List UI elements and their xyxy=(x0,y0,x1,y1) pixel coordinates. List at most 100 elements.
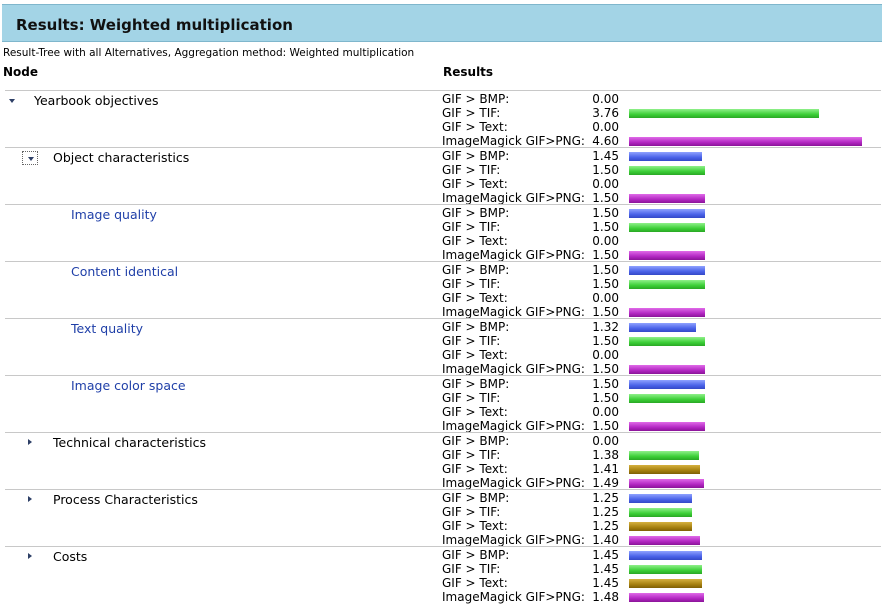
row-divider xyxy=(5,546,881,547)
result-bar xyxy=(629,365,705,374)
alternative-label: GIF > BMP: xyxy=(442,149,510,163)
result-value: 1.45 xyxy=(592,548,619,562)
alternative-label: GIF > TIF: xyxy=(442,106,501,120)
tree-node-row: Process Characteristics GIF > BMP: 1.25 GIF… xyxy=(0,489,884,547)
alternative-label: GIF > BMP: xyxy=(442,263,510,277)
row-divider xyxy=(5,318,881,319)
alternative-label: GIF > Text: xyxy=(442,576,508,590)
tree-node-row: Costs GIF > BMP: 1.45 GIF > TIF: 1.45 GIF > T… xyxy=(0,546,884,604)
result-value: 0.00 xyxy=(592,120,619,134)
tree-node-row: Text quality GIF > BMP: 1.32 GIF > TIF: 1.50… xyxy=(0,318,884,376)
result-row: GIF > BMP: 0.00 xyxy=(442,434,882,448)
result-value: 1.40 xyxy=(592,533,619,547)
collapse-toggle[interactable] xyxy=(4,94,20,108)
criterion-link[interactable]: Content identical xyxy=(71,264,179,279)
alternative-label: GIF > TIF: xyxy=(442,334,501,348)
alternative-label: ImageMagick GIF>PNG: xyxy=(442,476,585,490)
result-bar xyxy=(629,536,700,545)
result-bar xyxy=(629,451,699,460)
result-bar xyxy=(629,394,705,403)
expand-toggle[interactable] xyxy=(22,550,38,564)
result-value: 0.00 xyxy=(592,405,619,419)
result-value: 1.50 xyxy=(592,362,619,376)
row-divider xyxy=(5,432,881,433)
alternative-label: GIF > TIF: xyxy=(442,277,501,291)
result-row: ImageMagick GIF>PNG: 1.50 xyxy=(442,305,882,319)
result-row: GIF > TIF: 1.50 xyxy=(442,220,882,234)
row-divider xyxy=(5,90,881,91)
result-row: GIF > TIF: 1.45 xyxy=(442,562,882,576)
result-row: GIF > Text: 0.00 xyxy=(442,405,882,419)
results-column-header: Results xyxy=(443,65,494,79)
row-divider xyxy=(5,375,881,376)
expand-toggle[interactable] xyxy=(22,493,38,507)
alternative-label: GIF > TIF: xyxy=(442,163,501,177)
result-bar xyxy=(629,508,692,517)
row-divider xyxy=(5,147,881,148)
result-bar xyxy=(629,137,862,146)
results-header: Results: Weighted multiplication xyxy=(2,4,882,42)
expand-toggle[interactable] xyxy=(22,436,38,450)
tree-node-row: Yearbook objectives GIF > BMP: 0.00 GIF > T… xyxy=(0,90,884,148)
triangle-right-icon xyxy=(28,496,32,502)
alternative-label: ImageMagick GIF>PNG: xyxy=(442,362,585,376)
alternative-label: GIF > Text: xyxy=(442,462,508,476)
criterion-link[interactable]: Text quality xyxy=(71,321,144,336)
alternative-label: ImageMagick GIF>PNG: xyxy=(442,191,585,205)
result-value: 1.25 xyxy=(592,505,619,519)
alternative-label: ImageMagick GIF>PNG: xyxy=(442,590,585,604)
result-bar xyxy=(629,166,705,175)
result-value: 1.50 xyxy=(592,334,619,348)
triangle-down-icon xyxy=(28,157,34,161)
result-row: GIF > TIF: 1.38 xyxy=(442,448,882,462)
result-row: GIF > Text: 0.00 xyxy=(442,291,882,305)
result-row: GIF > TIF: 1.50 xyxy=(442,277,882,291)
tree-node-row: Content identical GIF > BMP: 1.50 GIF > TIF… xyxy=(0,261,884,319)
node-label: Process Characteristics xyxy=(53,492,198,507)
result-row: GIF > Text: 1.25 xyxy=(442,519,882,533)
result-row: GIF > Text: 0.00 xyxy=(442,348,882,362)
result-bar xyxy=(629,494,692,503)
result-tree-description: Result-Tree with all Alternatives, Aggre… xyxy=(3,47,415,59)
tree-node-row: Object characteristics GIF > BMP: 1.45 GIF … xyxy=(0,147,884,205)
alternative-label: ImageMagick GIF>PNG: xyxy=(442,134,585,148)
result-bar xyxy=(629,337,705,346)
alternative-label: GIF > BMP: xyxy=(442,548,510,562)
alternative-label: GIF > BMP: xyxy=(442,320,510,334)
criterion-link[interactable]: Image color space xyxy=(71,378,186,393)
result-value: 0.00 xyxy=(592,234,619,248)
result-value: 1.45 xyxy=(592,576,619,590)
result-row: GIF > Text: 0.00 xyxy=(442,177,882,191)
result-value: 1.50 xyxy=(592,163,619,177)
result-row: ImageMagick GIF>PNG: 1.50 xyxy=(442,419,882,433)
result-row: ImageMagick GIF>PNG: 1.50 xyxy=(442,362,882,376)
result-row: GIF > Text: 0.00 xyxy=(442,120,882,134)
result-value: 1.45 xyxy=(592,149,619,163)
alternative-label: GIF > BMP: xyxy=(442,491,510,505)
result-bar xyxy=(629,465,700,474)
node-label: Yearbook objectives xyxy=(34,93,159,108)
result-bar xyxy=(629,209,705,218)
result-value: 3.76 xyxy=(592,106,619,120)
node-label: Technical characteristics xyxy=(53,435,206,450)
collapse-toggle[interactable] xyxy=(22,151,38,165)
tree-node-row: Image quality GIF > BMP: 1.50 GIF > TIF: 1.5… xyxy=(0,204,884,262)
result-value: 4.60 xyxy=(592,134,619,148)
result-value: 1.50 xyxy=(592,305,619,319)
result-bar xyxy=(629,422,705,431)
row-divider xyxy=(5,489,881,490)
result-row: ImageMagick GIF>PNG: 1.48 xyxy=(442,590,882,604)
result-row: GIF > BMP: 1.50 xyxy=(442,377,882,391)
result-value: 1.50 xyxy=(592,419,619,433)
tree-node-row: Image color space GIF > BMP: 1.50 GIF > TIF… xyxy=(0,375,884,433)
alternative-label: GIF > TIF: xyxy=(442,505,501,519)
alternative-label: GIF > Text: xyxy=(442,405,508,419)
result-bar xyxy=(629,593,704,602)
result-row: GIF > BMP: 1.45 xyxy=(442,149,882,163)
triangle-right-icon xyxy=(28,439,32,445)
result-value: 1.25 xyxy=(592,519,619,533)
alternative-label: GIF > Text: xyxy=(442,120,508,134)
node-column-header: Node xyxy=(3,65,39,79)
criterion-link[interactable]: Image quality xyxy=(71,207,157,222)
result-value: 1.32 xyxy=(592,320,619,334)
